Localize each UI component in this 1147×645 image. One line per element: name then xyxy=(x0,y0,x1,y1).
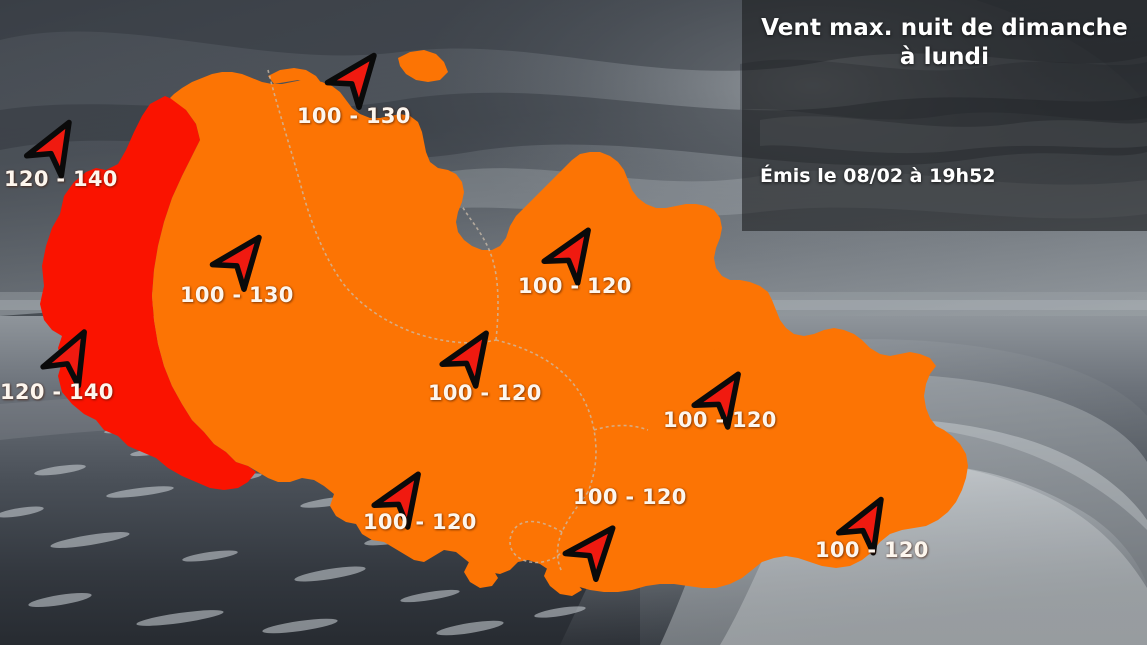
wind-speed-label: 100 - 120 xyxy=(573,485,687,509)
department-boundaries xyxy=(267,69,649,573)
wind-direction-arrow-icon xyxy=(205,220,280,296)
wind-speed-label: 100 - 120 xyxy=(663,408,777,432)
wind-direction-arrow-icon xyxy=(367,458,441,533)
wind-direction-arrow-icon xyxy=(687,358,761,433)
wind-speed-label: 100 - 120 xyxy=(518,274,632,298)
wind-direction-arrow-icon xyxy=(831,485,904,559)
wind-speed-label: 100 - 120 xyxy=(815,538,929,562)
forecast-title: Vent max. nuit de dimanche à lundi xyxy=(760,14,1129,72)
wind-direction-arrow-icon xyxy=(320,38,395,114)
wind-direction-arrow-icon xyxy=(36,318,108,392)
wind-speed-label: 100 - 120 xyxy=(428,381,542,405)
forecast-info-panel: Vent max. nuit de dimanche à lundi Émis … xyxy=(742,0,1147,231)
wind-speed-label: 120 - 140 xyxy=(4,167,118,191)
wind-direction-arrow-icon xyxy=(19,108,92,182)
wind-speed-label: 100 - 130 xyxy=(297,104,411,128)
forecast-title-line2: à lundi xyxy=(899,43,990,70)
forecast-issued-timestamp: Émis le 08/02 à 19h52 xyxy=(760,165,996,187)
red-zone-polygon xyxy=(40,96,256,490)
wind-speed-label: 100 - 120 xyxy=(363,510,477,534)
wind-direction-arrow-icon xyxy=(558,510,634,586)
orange-zone-polygon xyxy=(152,72,968,592)
wind-speed-label: 120 - 140 xyxy=(0,380,114,404)
wind-speed-label: 100 - 130 xyxy=(180,283,294,307)
wind-direction-arrow-icon xyxy=(435,317,509,392)
wind-direction-arrow-icon xyxy=(537,214,611,289)
orange-zone-coast-details xyxy=(268,50,748,596)
forecast-title-line1: Vent max. nuit de dimanche xyxy=(761,15,1128,41)
